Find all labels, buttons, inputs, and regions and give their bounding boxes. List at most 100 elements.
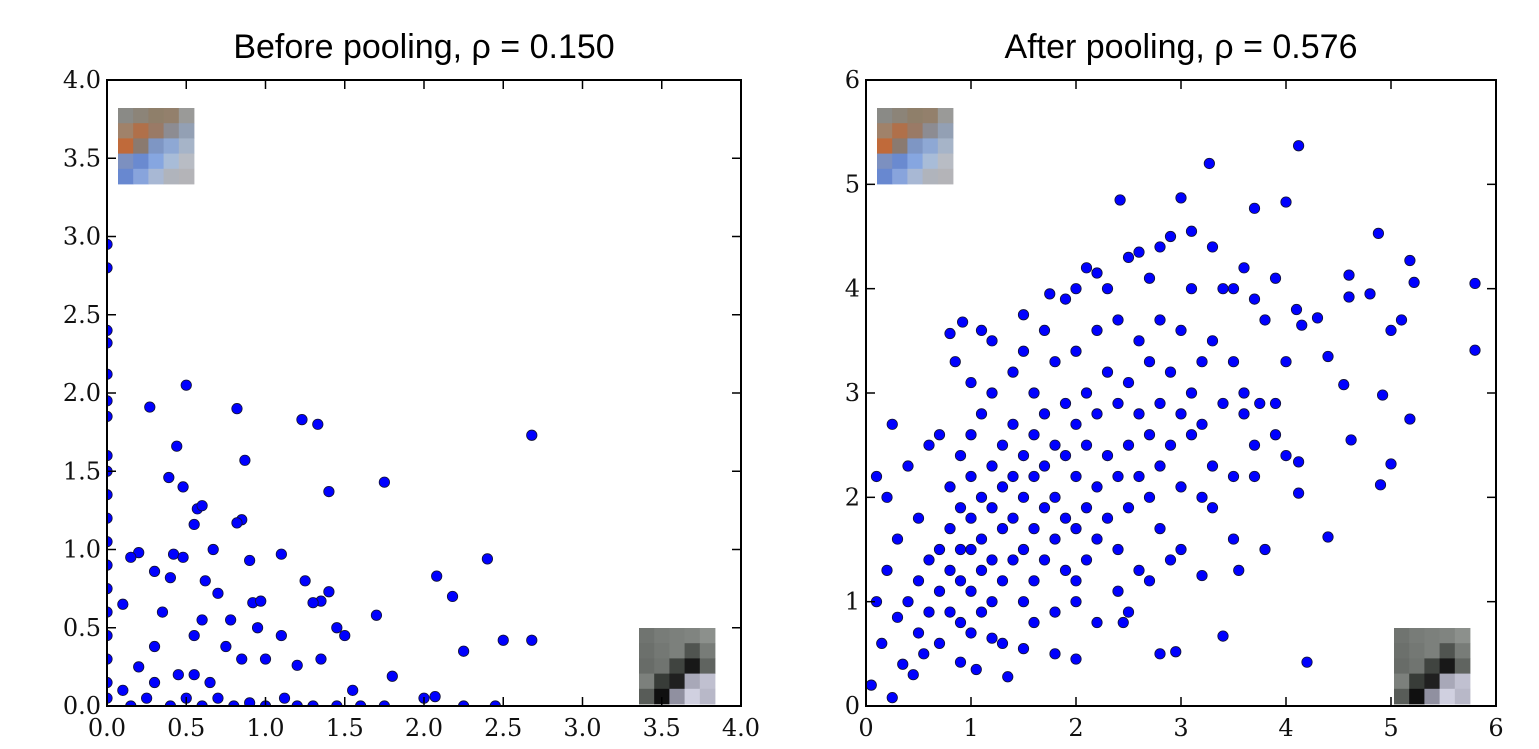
thumbnail-pixel [1454,688,1471,705]
point [1280,356,1292,368]
x-tick-label: 3.5 [643,714,681,742]
point [1175,324,1187,336]
point [1101,449,1114,462]
thumbnail-pixel [148,123,164,139]
point [481,553,493,565]
point [1122,376,1135,389]
point [902,460,914,472]
point [259,653,272,665]
y-tick-label: 1.5 [63,457,101,485]
point [1080,502,1093,514]
point [446,590,459,603]
thumbnail-pixel [654,673,670,690]
point [239,454,251,466]
point [1154,314,1166,326]
point [954,616,967,629]
point [1254,397,1266,410]
point [1028,387,1040,399]
chart-title: Before pooling, ρ = 0.150 [233,28,614,66]
point [1311,312,1324,324]
thumbnail-pixel [699,673,716,690]
point [1164,230,1177,243]
thumbnail-pixel [907,138,923,154]
point [1112,543,1124,556]
thumbnail-pixel [907,123,923,139]
point [1404,254,1416,267]
point [1269,397,1282,410]
thumbnail-pixel [163,138,180,154]
point [1038,460,1051,472]
y-tick-label: 1.0 [63,536,101,564]
thumbnail-pixel [1394,643,1410,659]
y-tick-label: 5 [845,170,860,198]
y-tick-label: 0.5 [63,614,101,642]
point [1028,575,1040,587]
point [1007,554,1019,566]
point [1290,303,1303,316]
point [1122,502,1135,514]
x-tick-label: 0 [858,714,873,742]
point [1269,429,1282,441]
point [1122,606,1135,618]
point [1185,387,1198,399]
point [965,543,977,556]
thumbnail-pixel [1424,628,1440,644]
x-tick-label: 1.0 [246,714,284,742]
point [1117,616,1129,629]
point [891,611,904,623]
point [148,565,161,578]
point [526,634,538,646]
thumbnail-pixel [1439,673,1456,690]
y-tick-label: 0 [845,692,860,720]
y-tick-label: 0.0 [63,692,101,720]
thumbnail-pixel [639,673,655,690]
point [323,586,335,598]
thumbnail-pixel [669,688,685,705]
point [133,661,145,673]
thumbnail-pixel [699,643,716,659]
point [275,629,287,642]
point [1170,646,1182,658]
thumbnail-pixel [877,108,893,124]
thumbnail-pixel [1409,688,1425,705]
point [1028,470,1040,483]
thumbnail-pixel [669,658,685,674]
thumbnail-pixel [1454,628,1471,644]
point [1114,194,1126,206]
point [1238,262,1250,274]
point [965,429,977,441]
point [912,575,925,587]
point [1049,606,1061,618]
point [996,439,1009,451]
point [148,676,161,689]
thumbnail-pixel [133,138,149,154]
point [231,517,243,529]
thumbnail-pixel [684,658,701,674]
point [172,669,184,681]
point [1206,460,1219,472]
point [1044,288,1056,300]
point [1259,314,1271,326]
point [881,564,893,576]
point [996,637,1009,650]
thumbnail-pixel [1424,658,1440,674]
point [1164,366,1177,378]
point [1049,491,1061,503]
point [1164,439,1177,451]
point [1122,439,1135,451]
thumbnail-pixel [163,168,180,185]
point [188,518,200,531]
point [220,640,232,653]
point [886,418,898,430]
y-tick-label: 3.5 [63,144,101,172]
point [1175,481,1187,493]
point [912,627,925,639]
point [1322,350,1334,363]
thumbnail-pixel [1409,673,1425,690]
point [1293,487,1305,499]
thumbnail-pixel [1439,688,1456,705]
thumbnail-pixel [669,628,685,644]
point [244,554,256,567]
plot-area [866,140,1481,704]
thumbnail-pixel [163,123,180,139]
